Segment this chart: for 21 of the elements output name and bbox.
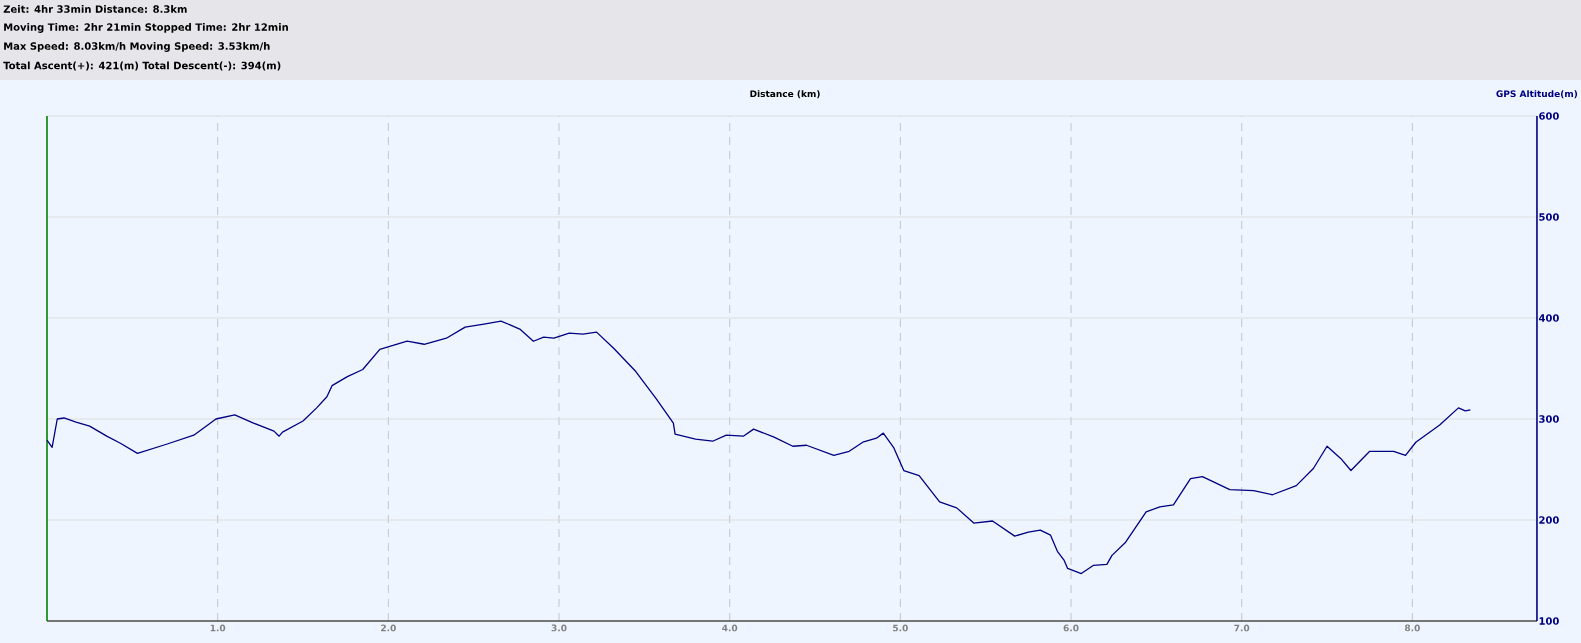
x-tick-label: 1.0 [210, 624, 226, 632]
text: Total Ascent(+): 421(m) Total Descent(-): 394(m) [3, 61, 281, 71]
x-tick-label: 6.0 [1063, 624, 1079, 632]
x-tick-label: 2.0 [381, 624, 396, 632]
text: Max Speed: 8.03km/h Moving Speed: 3.53km/h [4, 42, 270, 52]
text: Moving Time: 2hr 21min Stopped Time: 2hr 12min [4, 23, 288, 33]
line-series [46, 320, 1472, 575]
y-tick-label: 600 [1539, 112, 1559, 120]
x-tick-label: 8.0 [1404, 624, 1420, 632]
y-tick-label: 200 [1539, 516, 1559, 524]
y-axis-title: GPS Altitude(m) [1496, 90, 1578, 99]
text: Zeit: 4hr 33min Distance: 8.3km [3, 5, 187, 13]
x-axis-title: Distance (km) [750, 90, 820, 99]
x-tick-label: 3.0 [551, 624, 567, 632]
y-tick-label: 400 [1538, 314, 1559, 322]
y-tick-label: 300 [1539, 415, 1559, 423]
y-tick-label: 100 [1539, 617, 1559, 625]
x-tick-label: 5.0 [893, 624, 908, 632]
x-tick-label: 4.0 [722, 624, 738, 632]
y-tick-label: 500 [1539, 213, 1559, 221]
x-tick-label: 7.0 [1234, 624, 1250, 632]
